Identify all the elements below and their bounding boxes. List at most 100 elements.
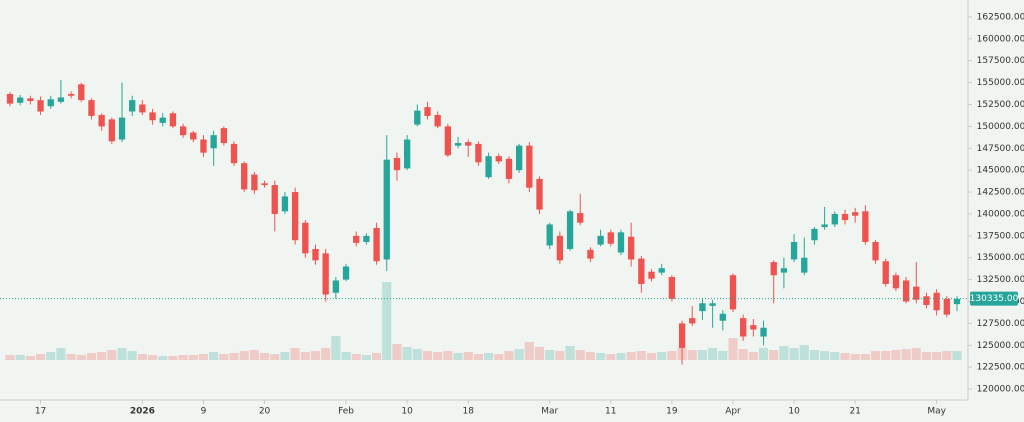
candle-body	[689, 318, 696, 324]
candle-body	[872, 241, 879, 261]
candle-body	[495, 156, 502, 162]
volume-bar	[107, 350, 117, 360]
y-tick-label: 162500.00	[977, 12, 1024, 22]
y-tick-label: 152500.00	[977, 100, 1024, 110]
candle-body	[750, 325, 757, 330]
y-tick-label: 150000.00	[977, 122, 1024, 132]
volume-bar	[646, 353, 657, 360]
candle-body	[302, 222, 309, 254]
candle-body	[403, 139, 411, 169]
volume-bar	[840, 353, 850, 360]
x-tick-label: 17	[35, 407, 46, 417]
y-tick-label: 155000.00	[977, 78, 1024, 88]
candle-body	[821, 224, 828, 228]
volume-bar	[789, 348, 799, 360]
volume-bar	[422, 351, 433, 360]
y-tick-label: 135000.00	[977, 253, 1024, 263]
volume-bar	[351, 354, 361, 360]
volume-bar	[545, 350, 555, 360]
volume-bar	[881, 351, 891, 360]
volume-bar	[830, 352, 840, 360]
volume-bar	[463, 352, 473, 360]
volume-bar	[524, 342, 534, 360]
x-tick-label: 10	[788, 407, 800, 417]
volume-bar	[229, 353, 239, 360]
volume-bar	[270, 354, 280, 360]
volume-bar	[46, 352, 56, 360]
y-tick-label: 122500.00	[977, 363, 1024, 373]
x-tick-label: 19	[666, 407, 678, 417]
volume-bar	[331, 336, 341, 360]
volume-bar	[585, 352, 596, 360]
candle-body	[780, 268, 788, 273]
y-tick-label: 132500.00	[977, 275, 1024, 285]
candle-body	[67, 93, 75, 96]
candle-body	[740, 318, 747, 337]
candle-body	[485, 156, 492, 178]
candle-body	[373, 227, 380, 262]
candle-body	[913, 286, 920, 300]
candle-body	[353, 235, 360, 243]
volume-bar	[56, 348, 66, 360]
volume-bar	[799, 345, 809, 360]
candle-body	[342, 266, 350, 280]
candle-body	[923, 296, 930, 306]
candle-body	[790, 241, 798, 260]
volume-bar	[371, 353, 382, 360]
volume-bar	[219, 354, 229, 360]
candle-body	[129, 100, 136, 112]
volume-bar	[321, 348, 331, 360]
y-tick-label: 145000.00	[977, 166, 1024, 176]
volume-bar	[870, 351, 881, 360]
volume-bar	[382, 282, 392, 360]
volume-bar	[280, 352, 290, 360]
x-tick-label: Apr	[725, 407, 741, 417]
candle-body	[719, 313, 726, 321]
candle-body	[770, 262, 777, 276]
candle-body	[933, 292, 940, 311]
x-tick-label: 18	[462, 407, 474, 417]
volume-bar	[443, 351, 453, 360]
candle-body	[190, 132, 197, 140]
candle-body	[882, 261, 889, 284]
last-price-label: 130335.00	[970, 294, 1019, 304]
volume-bar	[748, 352, 758, 360]
volume-bar	[66, 354, 76, 360]
volume-bar	[820, 351, 830, 360]
candle-body	[811, 228, 818, 241]
volume-bar	[392, 344, 402, 360]
x-tick-label: 2026	[130, 407, 155, 417]
volume-bar	[300, 352, 310, 360]
volume-bar	[433, 352, 443, 360]
y-tick-label: 140000.00	[977, 209, 1024, 219]
candle-body	[475, 143, 482, 163]
candle-body	[892, 275, 900, 289]
candle-body	[261, 183, 268, 186]
candle-body	[271, 185, 278, 214]
candle-body	[729, 275, 737, 310]
volume-bar	[901, 349, 911, 360]
candle-body	[658, 268, 665, 273]
volume-bar	[555, 351, 565, 360]
candle-body	[414, 110, 421, 125]
volume-bar	[932, 352, 942, 360]
volume-bar	[626, 352, 636, 360]
volume-bar	[636, 351, 646, 360]
candle-body	[760, 327, 767, 337]
candle-body	[149, 112, 156, 121]
volume-bar	[290, 348, 300, 360]
volume-bar	[198, 354, 209, 360]
candle-body	[902, 280, 910, 302]
candle-body	[47, 99, 54, 107]
candle-body	[699, 303, 706, 312]
candle-body	[526, 145, 533, 188]
volume-bar	[86, 353, 97, 360]
volume-bar	[850, 354, 860, 360]
volume-bar	[697, 350, 708, 360]
volume-bar	[687, 350, 697, 360]
candle-body	[668, 276, 676, 299]
volume-bar	[738, 349, 748, 360]
candle-body	[383, 159, 390, 260]
candle-body	[515, 145, 523, 171]
